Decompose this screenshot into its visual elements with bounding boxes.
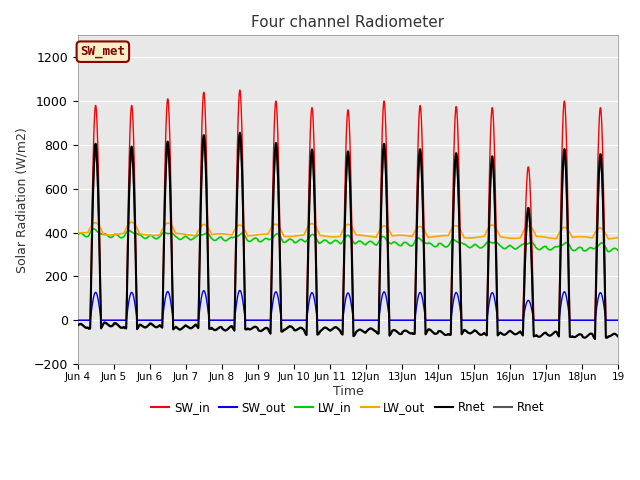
SW_out (171, 317, 179, 323)
LW_out (614, 235, 622, 240)
LW_in (74, 232, 81, 238)
SW_out (469, 317, 477, 323)
SW_in (440, 317, 447, 323)
SW_out (74, 317, 81, 323)
SW_in (614, 317, 621, 323)
Rnet (440, 331, 447, 337)
Rnet (591, 336, 599, 342)
Rnet (591, 336, 599, 342)
LW_in (328, 240, 335, 246)
LW_in (500, 246, 508, 252)
LW_in (440, 243, 447, 249)
LW_out (74, 230, 81, 236)
Rnet (500, 332, 508, 338)
LW_in (605, 249, 612, 254)
SW_out (328, 317, 335, 323)
Line: LW_in: LW_in (77, 229, 618, 252)
SW_out (500, 317, 508, 323)
SW_in (74, 317, 81, 323)
Rnet (469, 329, 477, 335)
LW_out (128, 219, 136, 225)
Rnet (469, 329, 477, 335)
Rnet (614, 334, 621, 339)
LW_in (171, 233, 179, 239)
Line: SW_out: SW_out (77, 290, 618, 320)
Line: SW_in: SW_in (77, 90, 618, 320)
Line: LW_out: LW_out (77, 222, 618, 239)
Rnet (328, 327, 335, 333)
LW_out (469, 235, 477, 240)
Rnet (328, 327, 335, 333)
Legend: SW_in, SW_out, LW_in, LW_out, Rnet, Rnet: SW_in, SW_out, LW_in, LW_out, Rnet, Rnet (147, 396, 549, 419)
LW_out (614, 235, 621, 240)
Rnet (171, 325, 179, 331)
SW_in (171, 317, 179, 323)
Rnet (614, 334, 621, 339)
Rnet (500, 332, 508, 337)
LW_out (605, 236, 612, 242)
Rnet (440, 331, 447, 336)
SW_out (236, 288, 244, 293)
Y-axis label: Solar Radiation (W/m2): Solar Radiation (W/m2) (15, 127, 28, 273)
Rnet (614, 334, 622, 340)
SW_in (328, 317, 335, 323)
Line: Rnet: Rnet (77, 143, 618, 339)
Text: SW_met: SW_met (81, 45, 125, 58)
SW_in (236, 87, 244, 93)
SW_in (614, 317, 622, 323)
Title: Four channel Radiometer: Four channel Radiometer (252, 15, 445, 30)
Rnet (236, 140, 244, 146)
LW_in (469, 243, 477, 249)
Rnet (74, 323, 81, 329)
SW_out (614, 317, 621, 323)
Rnet (74, 322, 81, 328)
SW_out (440, 317, 447, 323)
LW_out (440, 233, 447, 239)
SW_in (500, 317, 508, 323)
LW_out (328, 234, 335, 240)
X-axis label: Time: Time (333, 384, 364, 397)
LW_in (614, 248, 622, 253)
LW_out (500, 235, 508, 240)
Rnet (614, 334, 622, 340)
LW_out (171, 229, 179, 235)
LW_in (90, 226, 97, 232)
Rnet (171, 326, 179, 332)
Rnet (236, 130, 244, 136)
SW_out (614, 317, 622, 323)
SW_in (469, 317, 477, 323)
LW_in (614, 248, 621, 253)
Line: Rnet: Rnet (77, 133, 618, 339)
